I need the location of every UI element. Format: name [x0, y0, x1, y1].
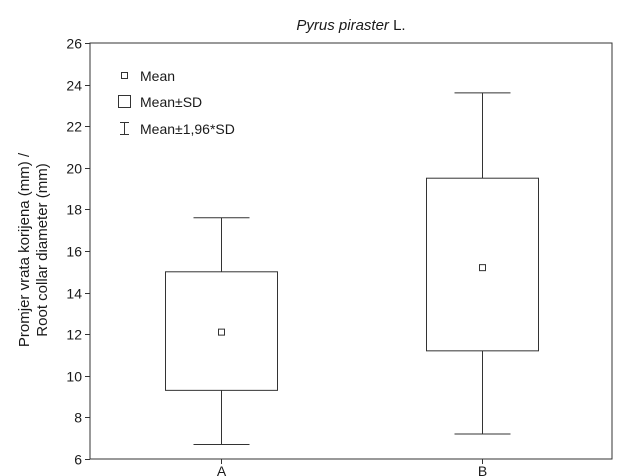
chart-title: Pyrus piraster L. [296, 17, 405, 34]
box-group-b [426, 92, 539, 435]
y-tick-label: 12 [66, 327, 82, 343]
chart-title-species: Pyrus piraster [296, 17, 390, 34]
y-tick-label: 26 [66, 36, 82, 52]
mean-marker [218, 328, 225, 336]
y-tick-label: 6 [74, 452, 82, 468]
y-tick-label: 8 [74, 410, 82, 426]
y-axis-title-line2: Root collar diameter (mm) [34, 163, 51, 336]
x-tick-label: A [217, 463, 227, 476]
legend: Mean Mean±SD Mean±1,96*SD [118, 68, 235, 137]
chart-title-author: L. [389, 17, 406, 34]
legend-mean-symbol [121, 72, 128, 79]
y-tick-label: 20 [66, 161, 82, 177]
legend-ci-label: Mean±1,96*SD [140, 121, 235, 137]
y-tick-label: 16 [66, 244, 82, 260]
x-tick-label: B [478, 463, 487, 476]
legend-sd-symbol [118, 95, 131, 108]
y-tick-label: 22 [66, 119, 82, 135]
y-axis-title-line1: Promjer vrata korijena (mm) / [16, 152, 33, 347]
mean-marker [479, 264, 486, 272]
legend-sd-label: Mean±SD [140, 94, 202, 110]
y-axis-ticks: 6 8 10 12 14 16 18 20 22 24 26 [66, 36, 90, 468]
y-tick-label: 14 [66, 286, 82, 302]
box-series [165, 92, 539, 445]
legend-ci-symbol [120, 122, 129, 135]
y-tick-label: 10 [66, 369, 82, 385]
box-group-a [165, 217, 278, 445]
y-tick-label: 18 [66, 202, 82, 218]
legend-mean-label: Mean [140, 68, 175, 84]
y-tick-label: 24 [66, 78, 82, 94]
